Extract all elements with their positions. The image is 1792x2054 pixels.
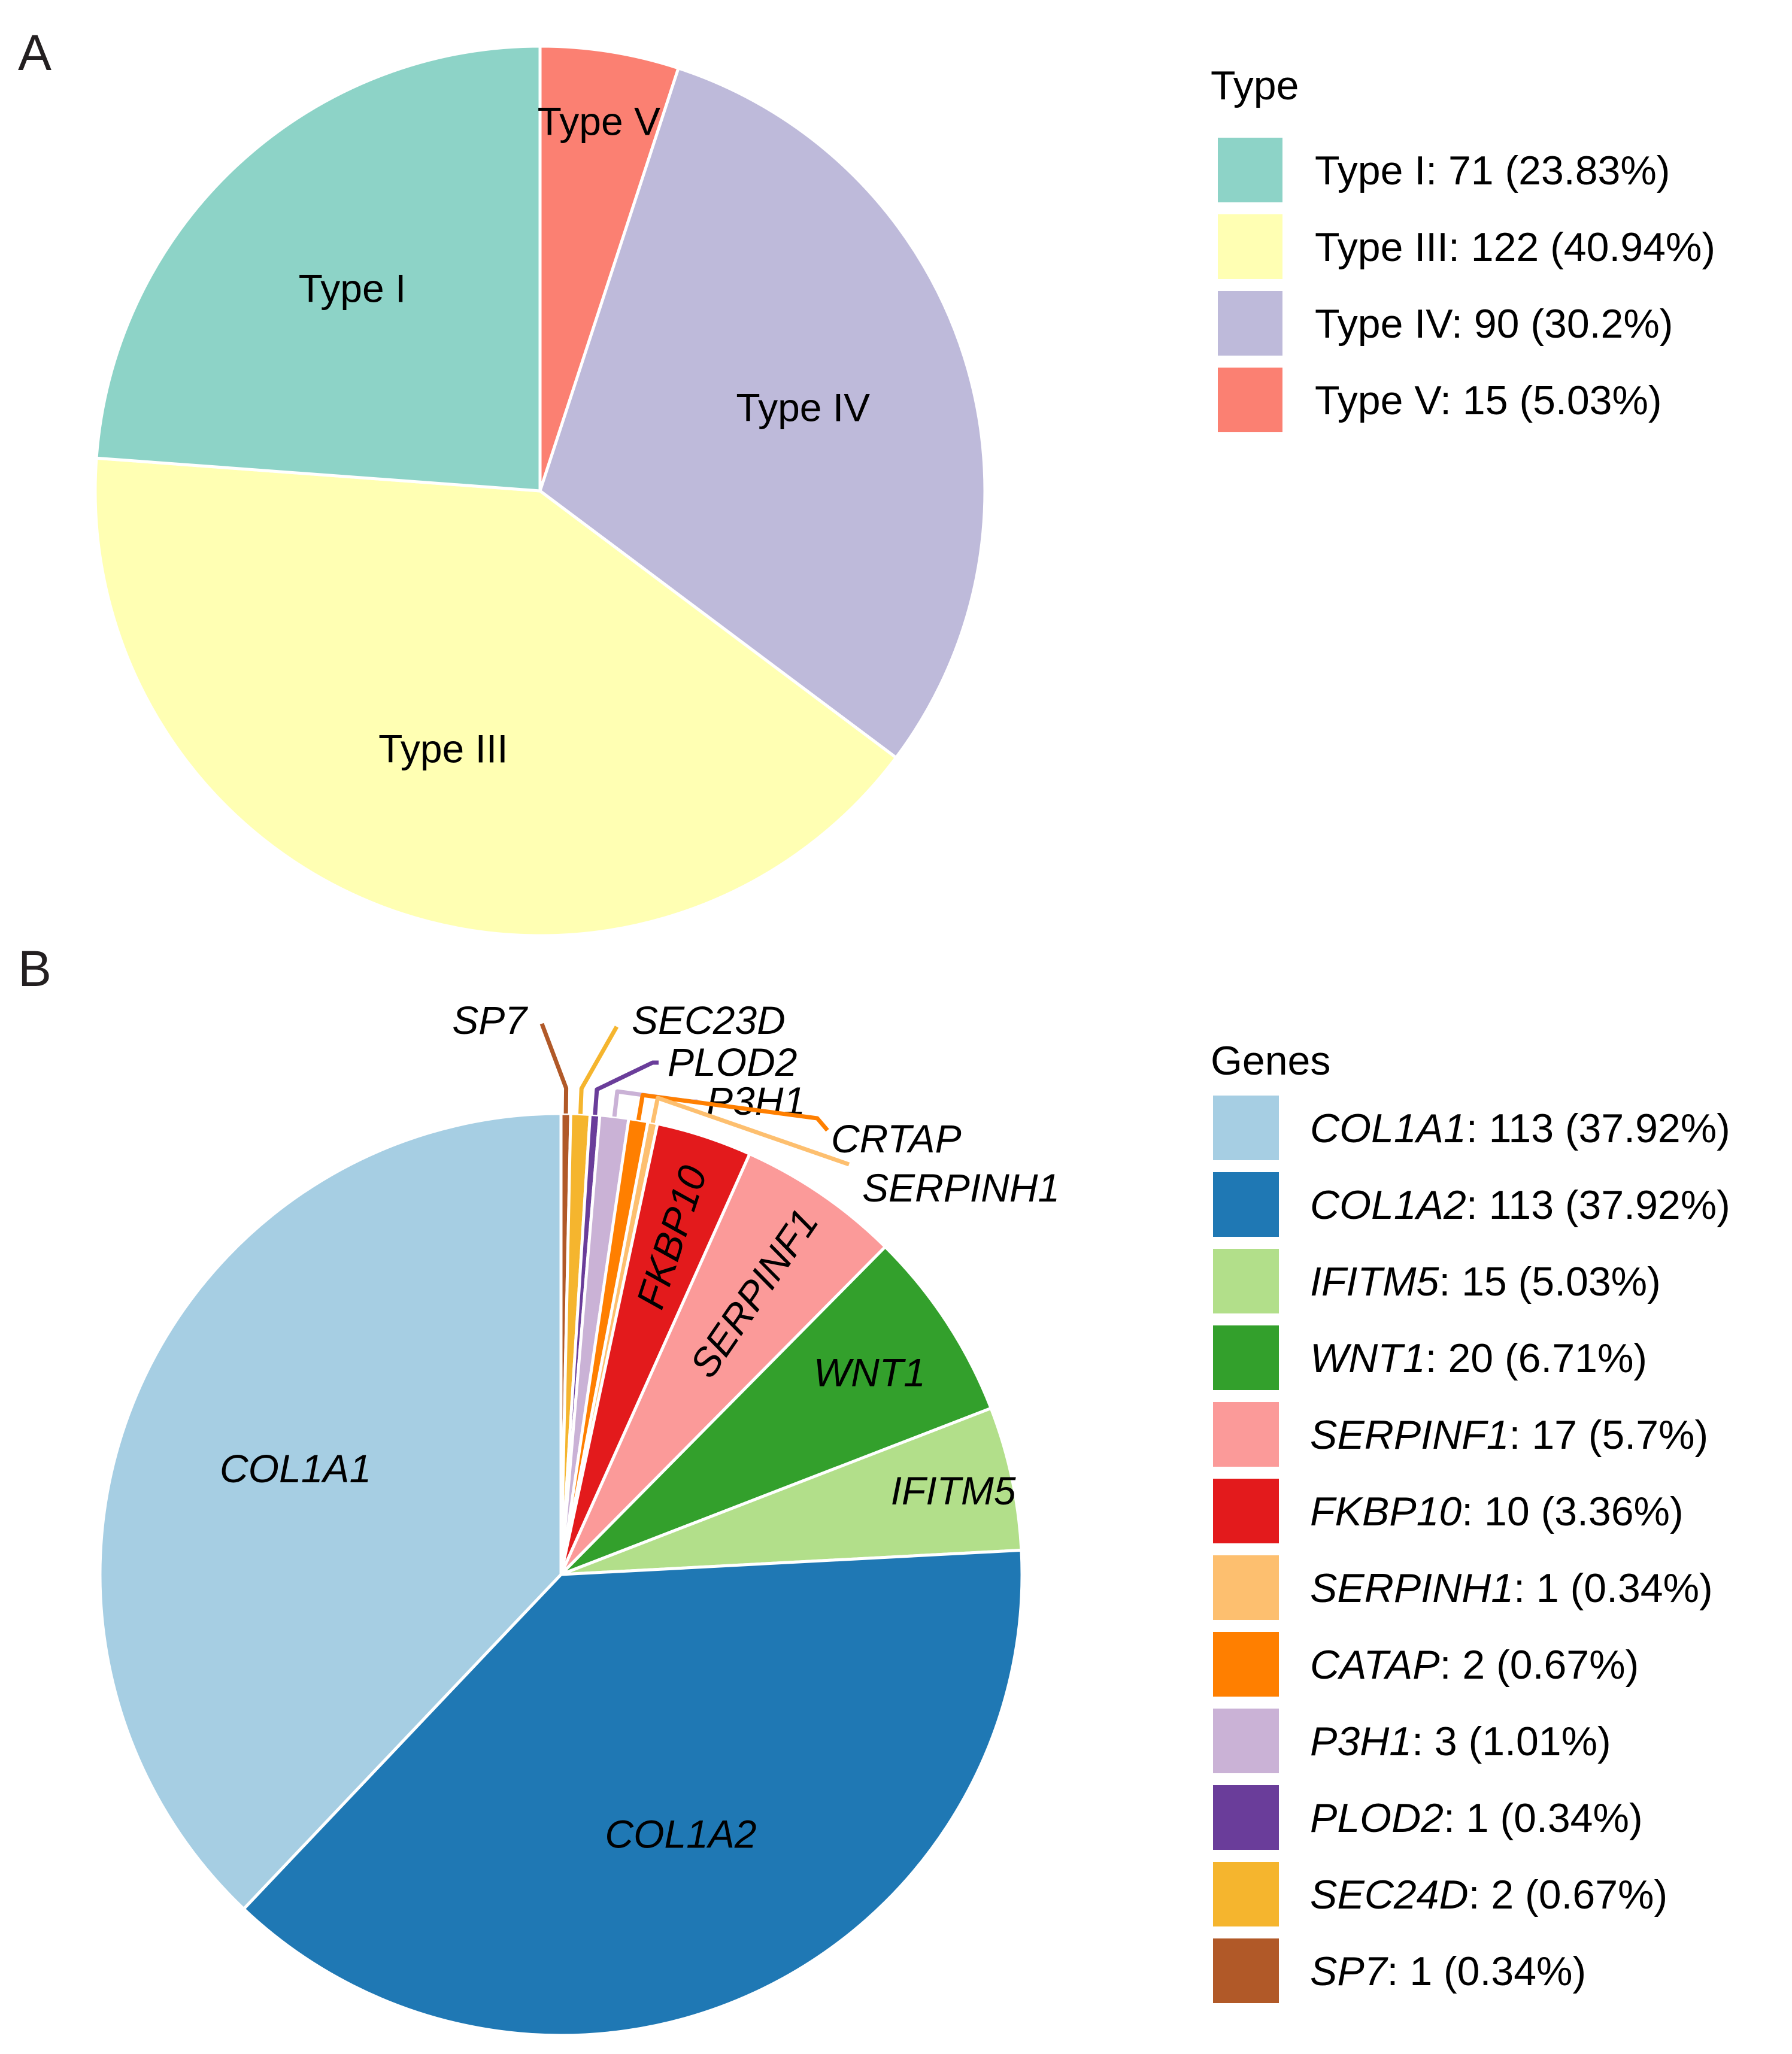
legend-gene-name: FKBP10 [1310,1489,1462,1534]
pie-slice-col1a1 [98,1112,563,1911]
slice-label-type-iv: Type IV [736,385,870,429]
legend-entry-fkbp10: FKBP10: 10 (3.36%) [1310,1489,1684,1534]
slice-label-col1a1: COL1A1 [220,1446,371,1491]
legend-gene-name: P3H1 [1310,1719,1412,1764]
slice-label-type-iii: Type III [378,726,508,770]
legend-entry-sp7: SP7: 1 (0.34%) [1310,1949,1586,1994]
legend-gene-count: : 17 (5.7%) [1509,1412,1709,1458]
pie-slice-type-iii [93,456,898,938]
callout-line-plod2 [593,1060,659,1115]
legend-gene-name: SERPINF1 [1310,1412,1509,1458]
panel-a-letter: A [18,25,51,81]
callout-line-sec23d [578,1026,619,1114]
legend-gene-count: : 2 (0.67%) [1440,1642,1639,1688]
legend-swatch-p3h1 [1213,1709,1279,1773]
legend-entry-type-iii: Type III: 122 (40.94%) [1315,224,1715,270]
pie-slice-type-iv [538,66,987,760]
legend-entry-col1a2: COL1A2: 113 (37.92%) [1310,1182,1730,1228]
legend-swatch-sec24d [1213,1862,1279,1926]
callout-line-sp7 [539,1023,569,1114]
legend-gene-name: COL1A2 [1310,1182,1466,1228]
legend-entry-type-iv: Type IV: 90 (30.2%) [1315,301,1673,347]
legend-swatch-type-v [1218,368,1282,432]
slice-label-type-i: Type I [299,266,407,311]
legend-entry-plod2: PLOD2: 1 (0.34%) [1310,1795,1643,1841]
legend-gene-count: : 1 (0.34%) [1444,1795,1643,1841]
legend-gene-count: : 113 (37.92%) [1466,1106,1730,1151]
legend-entry-p3h1: P3H1: 3 (1.01%) [1310,1719,1611,1764]
legend-gene-name: COL1A1 [1310,1106,1466,1151]
legend-swatch-col1a2 [1213,1172,1279,1237]
legend-entry-type-v: Type V: 15 (5.03%) [1315,378,1662,423]
slice-label-type-v: Type V [538,99,660,144]
legend-gene-name: SERPINH1 [1310,1565,1514,1611]
legend-b-title: Genes [1211,1038,1330,1084]
legend-swatch-col1a1 [1213,1096,1279,1160]
legend-gene-name: SEC24D [1310,1872,1469,1918]
legend-swatch-serpinh1 [1213,1555,1279,1620]
callout-label-crtap: CRTAP [831,1116,962,1161]
pie-chart-genes [98,1112,1024,2037]
slice-label-wnt1: WNT1 [814,1351,926,1395]
panel-b-letter: B [18,940,51,997]
legend-entry-catap: CATAP: 2 (0.67%) [1310,1642,1639,1688]
legend-gene-name: CATAP [1310,1642,1440,1688]
legend-entry-type-i: Type I: 71 (23.83%) [1315,148,1670,193]
callout-line-crtap [636,1093,829,1132]
legend-gene-count: : 1 (0.34%) [1387,1949,1587,1994]
pie-slice-ifitm5 [559,1406,1023,1576]
legend-gene-count: : 2 (0.67%) [1469,1872,1668,1918]
legend-gene-name: SP7 [1310,1949,1388,1994]
pie-slice-wnt1 [559,1245,993,1576]
pie-slice-col1a2 [242,1548,1024,2037]
legend-swatch-type-i [1218,138,1282,202]
legend-gene-count: : 3 (1.01%) [1412,1719,1611,1764]
legend-swatch-serpinf1 [1213,1402,1279,1467]
legend-entry-sec24d: SEC24D: 2 (0.67%) [1310,1872,1667,1918]
legend-entry-ifitm5: IFITM5: 15 (5.03%) [1310,1259,1661,1304]
legend-entry-serpinf1: SERPINF1: 17 (5.7%) [1310,1412,1708,1458]
legend-type: Type I: 71 (23.83%) Type III: 122 (40.94%… [1218,138,1715,432]
legend-swatch-ifitm5 [1213,1249,1279,1313]
legend-entry-serpinh1: SERPINH1: 1 (0.34%) [1310,1565,1713,1611]
legend-genes: COL1A1: 113 (37.92%)COL1A2: 113 (37.92%)… [1213,1096,1730,2003]
legend-gene-count: : 1 (0.34%) [1514,1565,1713,1611]
legend-gene-count: : 10 (3.36%) [1462,1489,1683,1534]
legend-swatch-type-iv [1218,291,1282,356]
legend-swatch-type-iii [1218,214,1282,279]
legend-gene-name: PLOD2 [1310,1795,1444,1841]
callout-label-sp7: SP7 [452,998,528,1042]
legend-a-title: Type [1211,63,1299,108]
callout-label-serpinh1: SERPINH1 [862,1166,1060,1210]
legend-entry-wnt1: WNT1: 20 (6.71%) [1310,1336,1647,1381]
slice-label-col1a2: COL1A2 [605,1812,756,1856]
legend-gene-name: WNT1 [1310,1336,1426,1381]
legend-gene-name: IFITM5 [1310,1259,1439,1304]
callout-label-sec23d: SEC23D [632,998,786,1042]
legend-gene-count: : 113 (37.92%) [1466,1182,1730,1228]
pie-slice-serpinf1 [559,1152,887,1576]
pie-chart-type [93,44,987,938]
legend-swatch-plod2 [1213,1785,1279,1850]
pie-slice-type-v [538,44,680,493]
pie-slice-type-i [95,44,542,493]
legend-swatch-wnt1 [1213,1325,1279,1390]
callout-label-plod2: PLOD2 [668,1040,797,1084]
legend-swatch-sp7 [1213,1938,1279,2003]
callout-line-serpinh1 [650,1096,850,1167]
legend-entry-col1a1: COL1A1: 113 (37.92%) [1310,1106,1730,1151]
slice-label-ifitm5: IFITM5 [891,1469,1016,1513]
legend-swatch-fkbp10 [1213,1479,1279,1543]
legend-gene-count: : 15 (5.03%) [1439,1259,1660,1304]
legend-gene-count: : 20 (6.71%) [1426,1336,1647,1381]
pie-a-slice-labels: Type V Type IV Type III Type I [299,99,871,771]
legend-swatch-catap [1213,1632,1279,1697]
